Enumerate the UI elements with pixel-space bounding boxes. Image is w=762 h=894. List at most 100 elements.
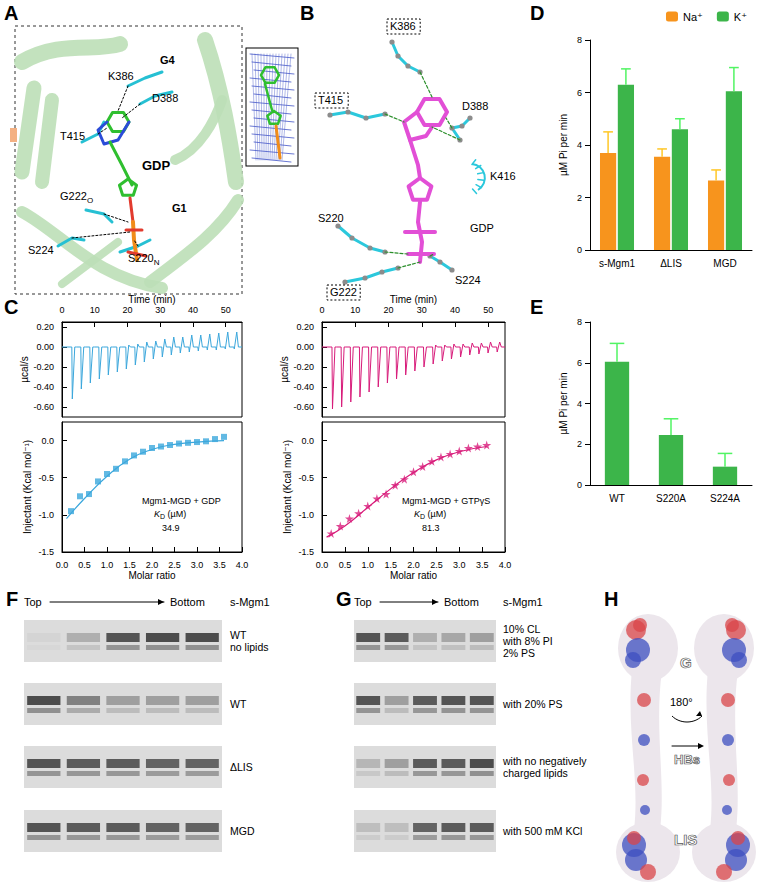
- svg-text:2.0: 2.0: [146, 560, 159, 570]
- svg-text:GDP: GDP: [142, 158, 171, 173]
- svg-text:C: C: [4, 296, 18, 318]
- svg-text:3.5: 3.5: [476, 560, 489, 570]
- svg-text:ΔLIS: ΔLIS: [230, 761, 253, 773]
- svg-text:S224: S224: [28, 244, 54, 256]
- svg-text:2: 2: [577, 193, 582, 203]
- svg-text:3.5: 3.5: [213, 560, 226, 570]
- svg-text:30: 30: [417, 305, 427, 315]
- svg-text:2: 2: [577, 439, 582, 449]
- svg-text:µcal/s: µcal/s: [279, 356, 290, 382]
- svg-text:40: 40: [450, 305, 460, 315]
- svg-text:WT: WT: [230, 629, 247, 641]
- svg-text:G1: G1: [172, 202, 187, 214]
- svg-text:Bottom: Bottom: [444, 596, 479, 608]
- svg-text:0: 0: [577, 480, 582, 490]
- svg-text:3.0: 3.0: [191, 560, 204, 570]
- svg-text:4: 4: [577, 399, 582, 409]
- svg-text:s-Mgm1: s-Mgm1: [230, 596, 270, 608]
- svg-text:K386: K386: [390, 20, 416, 32]
- svg-text:with 8% PI: with 8% PI: [502, 635, 553, 647]
- svg-text:-1.5: -1.5: [298, 547, 314, 557]
- svg-text:-0.40: -0.40: [33, 382, 54, 392]
- svg-text:Molar ratio: Molar ratio: [390, 570, 438, 581]
- svg-text:E: E: [530, 296, 543, 318]
- svg-text:2% PS: 2% PS: [503, 647, 535, 659]
- svg-text:2.5: 2.5: [430, 560, 443, 570]
- svg-text:0.0: 0.0: [301, 436, 314, 446]
- svg-text:-1.0: -1.0: [298, 510, 314, 520]
- svg-text:-0.60: -0.60: [293, 402, 314, 412]
- svg-text:20: 20: [384, 305, 394, 315]
- svg-text:µM Pi per min: µM Pi per min: [558, 373, 569, 435]
- svg-text:WT: WT: [609, 493, 625, 504]
- svg-text:S224A: S224A: [710, 493, 740, 504]
- svg-text:K386: K386: [108, 70, 134, 82]
- svg-text:S220N: S220N: [128, 252, 160, 267]
- svg-text:Molar ratio: Molar ratio: [128, 570, 176, 581]
- svg-text:50: 50: [483, 305, 493, 315]
- svg-text:-1.0: -1.0: [38, 510, 54, 520]
- svg-text:81.3: 81.3: [422, 523, 440, 533]
- svg-text:34.9: 34.9: [162, 523, 180, 533]
- svg-text:0.0: 0.0: [41, 436, 54, 446]
- svg-text:0.5: 0.5: [78, 560, 91, 570]
- svg-text:8: 8: [577, 317, 582, 327]
- svg-text:8: 8: [577, 35, 582, 45]
- svg-text:MGD: MGD: [713, 258, 736, 269]
- svg-text:0.20: 0.20: [36, 322, 54, 332]
- svg-text:-0.60: -0.60: [33, 402, 54, 412]
- svg-text:Time (min): Time (min): [390, 294, 437, 305]
- svg-text:-0.40: -0.40: [293, 382, 314, 392]
- svg-text:1.5: 1.5: [384, 560, 397, 570]
- svg-text:B: B: [300, 2, 314, 24]
- svg-text:6: 6: [577, 88, 582, 98]
- svg-text:WT: WT: [230, 698, 247, 710]
- svg-text:Top: Top: [24, 596, 42, 608]
- svg-text:T415: T415: [318, 94, 343, 106]
- svg-text:-0.5: -0.5: [298, 473, 314, 483]
- svg-text:Na⁺: Na⁺: [683, 11, 703, 23]
- svg-text:H: H: [604, 588, 618, 610]
- svg-text:180°: 180°: [670, 696, 693, 708]
- svg-text:4.0: 4.0: [499, 560, 512, 570]
- svg-text:10: 10: [350, 305, 360, 315]
- svg-text:S224: S224: [455, 274, 481, 286]
- svg-text:MGD: MGD: [230, 825, 255, 837]
- svg-text:0: 0: [59, 305, 64, 315]
- svg-text:G4: G4: [160, 54, 176, 66]
- svg-text:ΔLIS: ΔLIS: [660, 258, 682, 269]
- svg-text:D388: D388: [462, 100, 488, 112]
- svg-text:G222: G222: [330, 286, 357, 298]
- svg-text:0.0: 0.0: [56, 560, 69, 570]
- svg-text:-0.20: -0.20: [33, 362, 54, 372]
- svg-text:-0.5: -0.5: [38, 473, 54, 483]
- svg-text:0.00: 0.00: [296, 342, 314, 352]
- svg-text:Bottom: Bottom: [170, 596, 205, 608]
- svg-text:-1.5: -1.5: [38, 547, 54, 557]
- svg-text:G: G: [680, 654, 692, 671]
- svg-text:S220: S220: [318, 212, 344, 224]
- svg-text:20: 20: [122, 305, 132, 315]
- svg-text:Injectant (Kcal mol⁻¹): Injectant (Kcal mol⁻¹): [22, 440, 33, 534]
- svg-text:Time (min): Time (min): [128, 294, 175, 305]
- svg-text:Injectant (Kcal mol⁻¹): Injectant (Kcal mol⁻¹): [282, 440, 293, 534]
- svg-text:LIS: LIS: [674, 831, 697, 848]
- svg-text:µcal/s: µcal/s: [19, 356, 30, 382]
- svg-text:1.5: 1.5: [123, 560, 136, 570]
- svg-text:s-Mgm1: s-Mgm1: [599, 258, 636, 269]
- svg-text:40: 40: [188, 305, 198, 315]
- svg-text:0.0: 0.0: [316, 560, 329, 570]
- svg-text:F: F: [6, 588, 18, 610]
- svg-text:G222O: G222O: [60, 190, 93, 205]
- svg-text:10% CL: 10% CL: [503, 623, 541, 635]
- svg-text:K416: K416: [490, 170, 516, 182]
- svg-text:S220A: S220A: [656, 493, 686, 504]
- svg-text:Mgm1-MGD + GDP: Mgm1-MGD + GDP: [142, 496, 221, 506]
- svg-text:0.20: 0.20: [296, 322, 314, 332]
- svg-text:HBs: HBs: [674, 752, 700, 767]
- svg-text:-0.20: -0.20: [293, 362, 314, 372]
- svg-text:4.0: 4.0: [236, 560, 249, 570]
- svg-text:6: 6: [577, 358, 582, 368]
- svg-text:2.0: 2.0: [407, 560, 420, 570]
- svg-text:A: A: [4, 2, 18, 24]
